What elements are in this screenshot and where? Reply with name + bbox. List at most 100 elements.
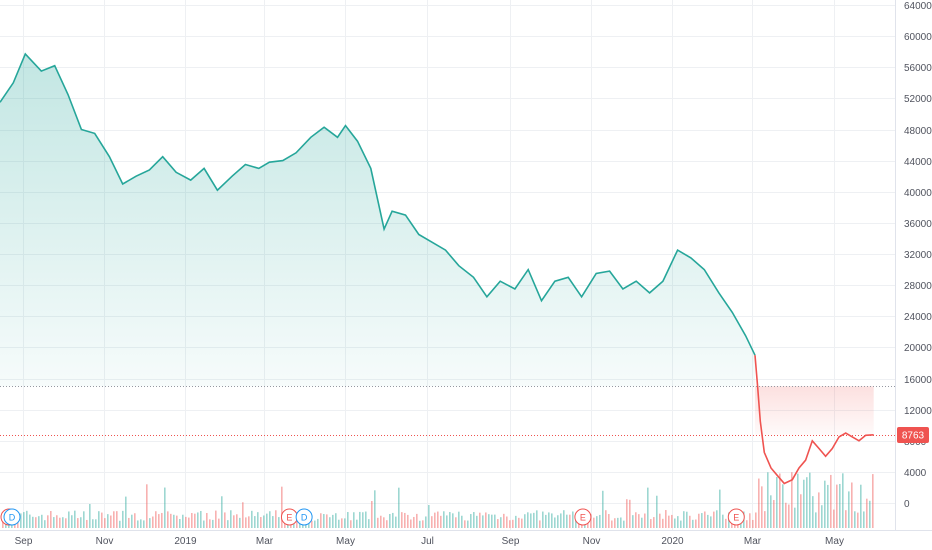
volume-bar bbox=[803, 479, 805, 528]
volume-bar bbox=[494, 514, 496, 528]
event-marker-circle[interactable] bbox=[574, 508, 592, 526]
event-marker-circle[interactable] bbox=[727, 508, 745, 526]
volume-bar bbox=[179, 519, 181, 528]
volume-bar bbox=[509, 520, 511, 528]
series-line-rising bbox=[0, 52, 756, 356]
event-marker[interactable]: E bbox=[727, 508, 745, 526]
volume-bar bbox=[770, 495, 772, 528]
volume-bar bbox=[101, 512, 103, 528]
volume-bar bbox=[260, 517, 262, 528]
volume-bar bbox=[446, 515, 448, 528]
volume-bar bbox=[482, 515, 484, 528]
volume-bar bbox=[266, 513, 268, 528]
volume-bar bbox=[812, 496, 814, 528]
volume-bar bbox=[806, 477, 808, 528]
volume-bar bbox=[62, 517, 64, 528]
volume-bar bbox=[566, 514, 568, 528]
volume-bar bbox=[164, 487, 166, 528]
volume-bar bbox=[614, 518, 616, 528]
volume-bar bbox=[755, 512, 757, 528]
event-marker[interactable]: D bbox=[3, 508, 21, 526]
volume-bar bbox=[512, 519, 514, 528]
volume-bar bbox=[356, 519, 358, 528]
volume-bar bbox=[761, 486, 763, 528]
volume-bar bbox=[56, 515, 58, 528]
volume-bar bbox=[224, 512, 226, 528]
volume-bar bbox=[20, 513, 22, 528]
volume-bar bbox=[431, 516, 433, 528]
volume-bar bbox=[515, 515, 517, 528]
rising-area-fill bbox=[0, 54, 755, 387]
volume-bar bbox=[167, 511, 169, 528]
volume-bar bbox=[653, 517, 655, 528]
volume-bar bbox=[620, 517, 622, 528]
volume-bar bbox=[605, 510, 607, 528]
volume-bar bbox=[476, 515, 478, 528]
volume-bar bbox=[542, 511, 544, 528]
volume-bar bbox=[350, 520, 352, 528]
x-tick-label: Nov bbox=[96, 536, 114, 547]
volume-bar bbox=[836, 484, 838, 528]
event-marker-circle[interactable] bbox=[295, 508, 313, 526]
volume-bar bbox=[575, 517, 577, 528]
y-tick-label: 48000 bbox=[904, 126, 932, 137]
volume-bar bbox=[842, 473, 844, 528]
volume-bar bbox=[722, 514, 724, 528]
volume-bar bbox=[203, 520, 205, 528]
volume-bar bbox=[773, 500, 775, 528]
y-tick-label: 12000 bbox=[904, 406, 932, 417]
volume-bar bbox=[113, 511, 115, 528]
reference-lines bbox=[0, 386, 895, 436]
volume-bar bbox=[545, 514, 547, 528]
volume-bar bbox=[278, 517, 280, 528]
y-tick-label: 4000 bbox=[904, 468, 927, 479]
event-marker[interactable]: E bbox=[280, 508, 298, 526]
volume-bar bbox=[710, 516, 712, 528]
volume-bar bbox=[32, 516, 34, 528]
y-tick-label: 56000 bbox=[904, 63, 932, 74]
volume-bar bbox=[272, 516, 274, 528]
event-marker[interactable]: D bbox=[295, 508, 313, 526]
volume-bar bbox=[671, 514, 673, 528]
volume-bar bbox=[155, 511, 157, 528]
volume-bar bbox=[461, 515, 463, 528]
volume-bar bbox=[821, 505, 823, 528]
y-tick-label: 60000 bbox=[904, 32, 932, 43]
volume-bar bbox=[746, 520, 748, 528]
volume-bar bbox=[371, 501, 373, 528]
volume-bar bbox=[53, 517, 55, 528]
volume-bar bbox=[593, 517, 595, 528]
volume-bar bbox=[47, 515, 49, 528]
volume-bar bbox=[275, 510, 277, 528]
volume-bar bbox=[368, 519, 370, 528]
volume-bar bbox=[503, 513, 505, 528]
volume-bar bbox=[680, 520, 682, 528]
x-tick-label: Jul bbox=[421, 536, 434, 547]
x-axis[interactable]: Sep Nov 2019 Mar May Jul Sep Nov 2020 Mar May bbox=[15, 536, 844, 547]
event-marker-label: E bbox=[286, 513, 292, 523]
volume-bar bbox=[242, 502, 244, 528]
volume-bar bbox=[650, 519, 652, 528]
volume-bar bbox=[338, 519, 340, 528]
volume-bar bbox=[563, 510, 565, 528]
volume-bar bbox=[695, 519, 697, 528]
volume-bar bbox=[752, 519, 754, 528]
volume-bar bbox=[191, 512, 193, 528]
event-marker-circle[interactable] bbox=[3, 508, 21, 526]
volume-bar bbox=[401, 512, 403, 528]
volume-bar bbox=[380, 515, 382, 528]
volume-bar bbox=[197, 512, 199, 528]
volume-bar bbox=[146, 484, 148, 528]
volume-bar bbox=[245, 517, 247, 528]
volume-bar bbox=[29, 514, 31, 528]
volume-bar bbox=[602, 490, 604, 528]
event-marker[interactable]: E bbox=[574, 508, 592, 526]
volume-bar bbox=[425, 516, 427, 528]
volume-bar bbox=[596, 516, 598, 528]
volume-bar bbox=[704, 511, 706, 528]
volume-bar bbox=[209, 519, 211, 528]
volume-bar bbox=[131, 514, 133, 528]
volume-bar bbox=[629, 499, 631, 528]
